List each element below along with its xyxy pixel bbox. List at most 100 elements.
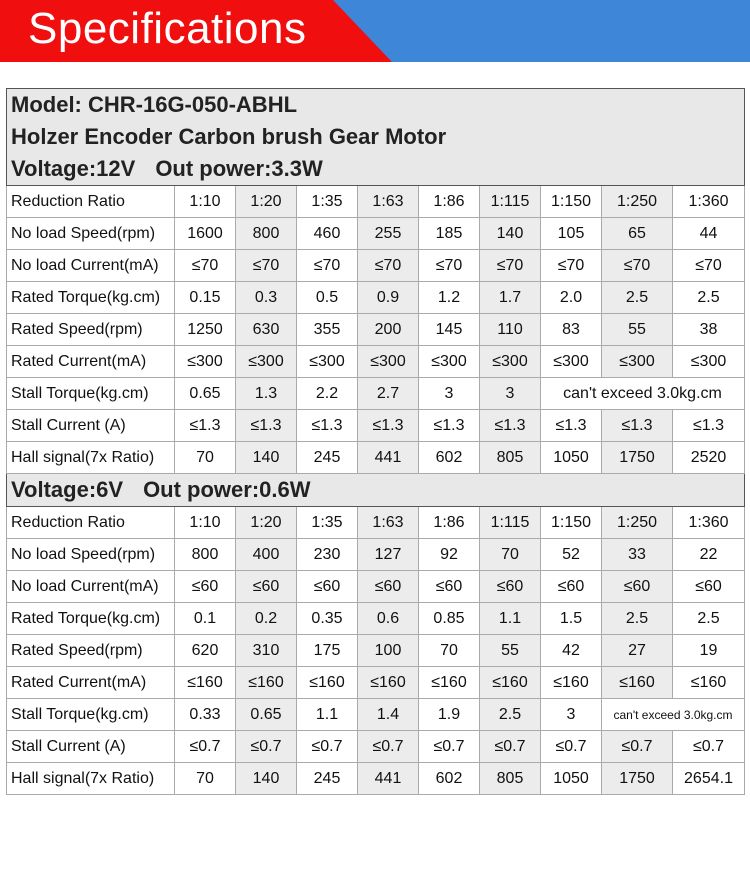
cell: ≤70 <box>418 249 480 282</box>
cell: can't exceed 3.0kg.cm <box>600 698 746 731</box>
cell: ≤160 <box>418 666 480 699</box>
cell: 3 <box>540 698 602 731</box>
spec-row: Stall Torque(kg.cm) 0.65 1.3 2.2 2.7 3 3 can't … <box>6 377 746 410</box>
cell: 2654.1 <box>671 762 746 795</box>
cell: 1:10 <box>174 506 236 539</box>
cell: 460 <box>296 217 358 250</box>
cell: ≤60 <box>174 570 236 603</box>
cell: ≤0.7 <box>418 730 480 763</box>
cell: ≤300 <box>479 345 541 378</box>
row-label: No load Current(mA) <box>6 249 175 282</box>
cell: ≤70 <box>671 249 746 282</box>
cell: 0.2 <box>235 602 297 635</box>
cell: 0.3 <box>235 281 297 314</box>
cell: 19 <box>671 634 746 667</box>
cell: 1:115 <box>479 185 541 218</box>
cell: 55 <box>479 634 541 667</box>
cell: 2.2 <box>296 377 358 410</box>
row-label: Stall Torque(kg.cm) <box>6 698 175 731</box>
cell: 33 <box>601 538 673 571</box>
cell: 52 <box>540 538 602 571</box>
cell: 2.5 <box>479 698 541 731</box>
cell: ≤1.3 <box>601 409 673 442</box>
cell: ≤0.7 <box>174 730 236 763</box>
cell: ≤300 <box>235 345 297 378</box>
cell: 1:35 <box>296 506 358 539</box>
cell: 1:63 <box>357 506 419 539</box>
cell: 800 <box>174 538 236 571</box>
spec-row: No load Speed(rpm) 800 400 230 127 92 70 52 33 22 <box>6 538 746 571</box>
cell: 1750 <box>601 441 673 474</box>
cell: 0.65 <box>174 377 236 410</box>
cell: 70 <box>174 762 236 795</box>
cell: 1:150 <box>540 506 602 539</box>
cell: 1.5 <box>540 602 602 635</box>
cell: 1:10 <box>174 185 236 218</box>
cell: 100 <box>357 634 419 667</box>
cell: ≤60 <box>357 570 419 603</box>
cell: 1:86 <box>418 185 480 218</box>
cell: 0.1 <box>174 602 236 635</box>
cell: 1.9 <box>418 698 480 731</box>
cell: ≤0.7 <box>235 730 297 763</box>
row-label: Reduction Ratio <box>6 185 175 218</box>
cell: 245 <box>296 762 358 795</box>
cell: ≤1.3 <box>671 409 746 442</box>
banner <box>0 0 750 62</box>
cell: ≤160 <box>540 666 602 699</box>
cell: 0.35 <box>296 602 358 635</box>
cell: ≤160 <box>479 666 541 699</box>
spec-row: Rated Speed(rpm) 620 310 175 100 70 55 42 27 19 <box>6 634 746 667</box>
cell: ≤70 <box>296 249 358 282</box>
cell: 92 <box>418 538 480 571</box>
cell: 3 <box>418 377 480 410</box>
cell: 2.5 <box>671 602 746 635</box>
cell: 70 <box>418 634 480 667</box>
cell: ≤1.3 <box>235 409 297 442</box>
cell: 1:20 <box>235 185 297 218</box>
cell: ≤300 <box>540 345 602 378</box>
cell: 2.5 <box>601 281 673 314</box>
row-label: Rated Torque(kg.cm) <box>6 281 175 314</box>
cell: ≤0.7 <box>479 730 541 763</box>
cell: ≤70 <box>174 249 236 282</box>
spec-row: Rated Torque(kg.cm) 0.1 0.2 0.35 0.6 0.85 1.1 1… <box>6 602 746 635</box>
cell: 1:250 <box>601 185 673 218</box>
cell: ≤160 <box>174 666 236 699</box>
cell: ≤300 <box>174 345 236 378</box>
cell: 2.7 <box>357 377 419 410</box>
model: Model: CHR-16G-050-ABHL <box>11 92 298 117</box>
cell: 65 <box>601 217 673 250</box>
cell: 1:86 <box>418 506 480 539</box>
spec-row: No load Current(mA) ≤60 ≤60 ≤60 ≤60 ≤60 ≤60 ≤60… <box>6 570 746 603</box>
cell: 602 <box>418 762 480 795</box>
spec-row: Stall Current (A) ≤0.7 ≤0.7 ≤0.7 ≤0.7 ≤0.7 ≤0.… <box>6 730 746 763</box>
cell: 1750 <box>601 762 673 795</box>
row-label: Rated Speed(rpm) <box>6 313 175 346</box>
cell: 2.0 <box>540 281 602 314</box>
cell: 0.6 <box>357 602 419 635</box>
cell: ≤0.7 <box>357 730 419 763</box>
cell: 1.2 <box>418 281 480 314</box>
cell: 105 <box>540 217 602 250</box>
spec-row: Stall Current (A) ≤1.3 ≤1.3 ≤1.3 ≤1.3 ≤1.3 ≤1.… <box>6 409 746 442</box>
cell: 245 <box>296 441 358 474</box>
cell: 83 <box>540 313 602 346</box>
cell: ≤300 <box>601 345 673 378</box>
cell: ≤60 <box>296 570 358 603</box>
row-label: Reduction Ratio <box>6 506 175 539</box>
row-label: Rated Speed(rpm) <box>6 634 175 667</box>
spec-row: No load Current(mA) ≤70 ≤70 ≤70 ≤70 ≤70 ≤70 ≤70… <box>6 249 746 282</box>
spec-row: Hall signal(7x Ratio) 70 140 245 441 602 805 10… <box>6 762 746 795</box>
cell: 0.15 <box>174 281 236 314</box>
cell: 1:115 <box>479 506 541 539</box>
row-label: Rated Current(mA) <box>6 666 175 699</box>
banner-title: Specifications <box>28 4 307 53</box>
cell: 800 <box>235 217 297 250</box>
cell: 3 <box>479 377 541 410</box>
section-header-row: Voltage:6V Out power:0.6W <box>5 473 746 507</box>
spec-row: No load Speed(rpm) 1600 800 460 255 185 140 105… <box>6 217 746 250</box>
cell: ≤0.7 <box>671 730 746 763</box>
cell: 602 <box>418 441 480 474</box>
voltage: Voltage:6V <box>11 477 124 502</box>
